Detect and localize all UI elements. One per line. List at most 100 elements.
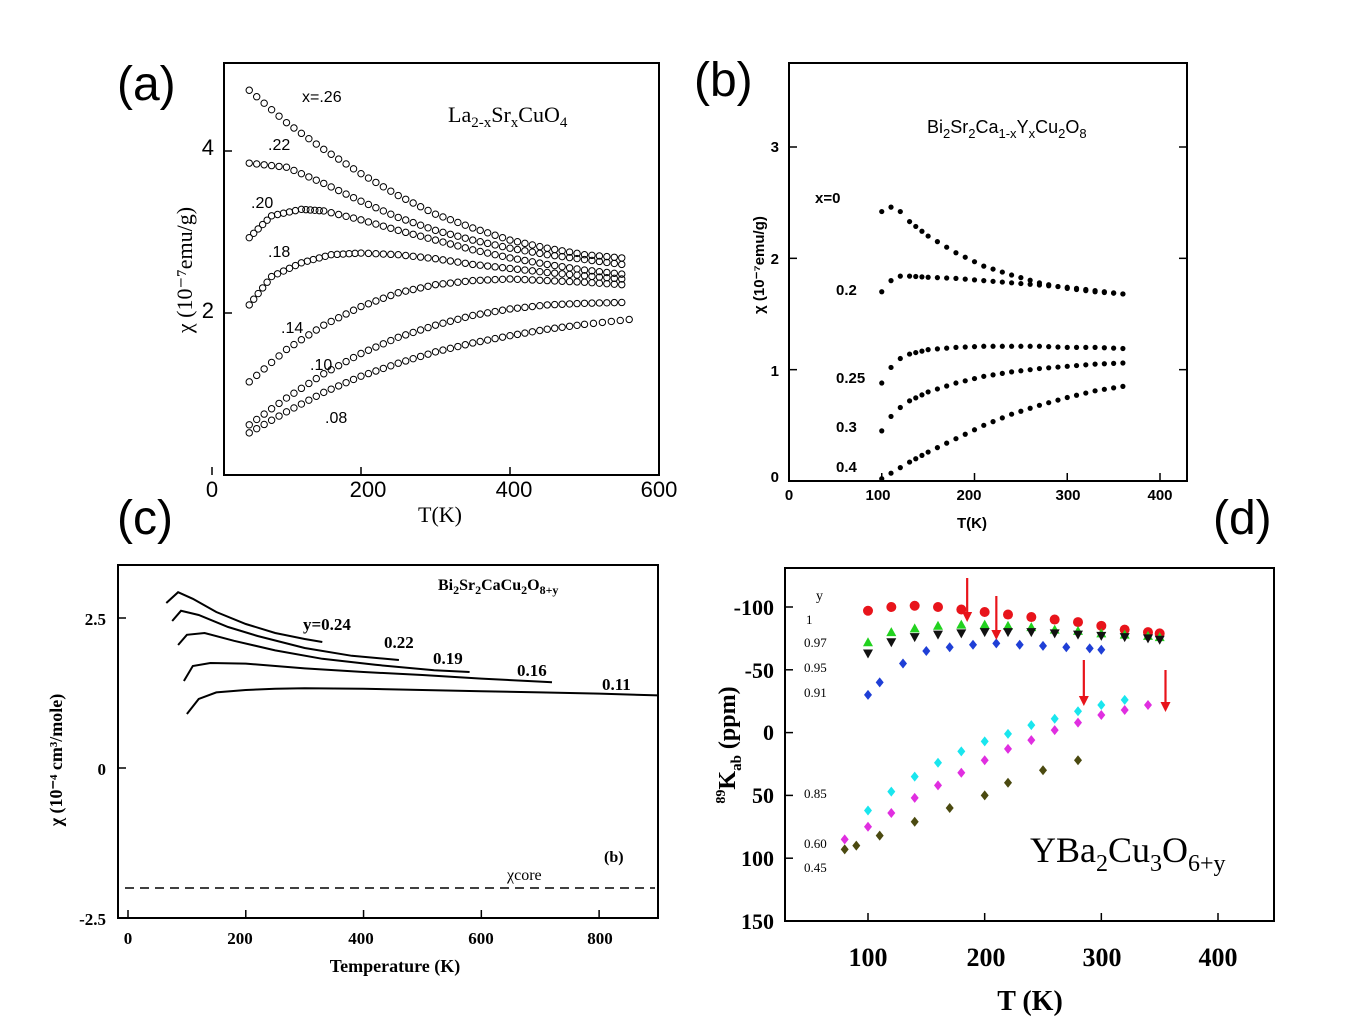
data-point-a <box>551 300 559 309</box>
data-point-d <box>957 767 966 778</box>
data-point-a <box>379 207 388 215</box>
series-label-c: 0.16 <box>517 661 547 680</box>
x-tick-label-b: 100 <box>865 487 890 504</box>
data-point-a <box>267 358 276 367</box>
data-point-d <box>864 805 872 816</box>
tick-marks-a <box>211 150 660 475</box>
data-point-d <box>980 790 989 801</box>
data-point-d <box>1062 642 1071 653</box>
x-tick-label-b: 0 <box>785 487 793 504</box>
data-point-b <box>1073 285 1080 291</box>
data-point-a <box>536 259 544 267</box>
data-point-b <box>1036 282 1043 288</box>
data-point-b <box>962 254 968 260</box>
data-point-a <box>588 279 596 287</box>
data-point-a <box>551 261 559 270</box>
data-point-a <box>351 249 359 258</box>
data-point-b <box>999 343 1005 349</box>
data-point-a <box>357 349 365 358</box>
data-point-a <box>506 264 514 273</box>
data-point-a <box>439 238 447 246</box>
data-point-a <box>424 323 432 332</box>
data-point-a <box>498 306 507 314</box>
data-point-d <box>840 834 849 845</box>
data-point-b <box>1018 368 1024 374</box>
y-tick-label-b: 0 <box>771 469 779 486</box>
data-point-a <box>334 361 343 370</box>
data-point-a <box>282 408 291 416</box>
arrow-head <box>1078 696 1089 706</box>
data-point-a <box>327 385 335 393</box>
series-label-a: .14 <box>281 320 303 337</box>
data-point-d <box>1003 609 1013 620</box>
data-point-d <box>1049 614 1060 625</box>
data-point-b <box>879 289 885 295</box>
data-point-a <box>469 311 477 320</box>
data-point-a <box>469 236 477 244</box>
data-point-d <box>922 646 931 656</box>
data-point-a <box>315 254 323 262</box>
data-point-a <box>357 169 365 178</box>
data-point-a <box>469 246 477 254</box>
data-point-a <box>580 320 589 329</box>
data-point-b <box>1120 345 1126 352</box>
series-label-c: 0.19 <box>433 649 463 668</box>
data-point-b <box>1083 286 1089 293</box>
data-point-a <box>297 169 306 178</box>
data-point-d <box>957 746 966 757</box>
data-point-d <box>864 689 872 700</box>
data-point-a <box>334 382 343 390</box>
data-point-b <box>906 218 913 225</box>
data-point-b <box>1036 343 1043 349</box>
data-point-b <box>962 344 968 350</box>
data-point-a <box>297 129 306 138</box>
data-point-a <box>424 254 432 262</box>
x-tick-label-c: 800 <box>587 929 613 948</box>
data-point-a <box>506 244 514 252</box>
data-point-a <box>498 252 507 260</box>
data-point-a <box>379 294 388 302</box>
data-point-a <box>476 261 484 269</box>
data-point-a <box>263 216 271 224</box>
data-point-b <box>919 392 925 398</box>
data-point-a <box>333 250 341 259</box>
data-point-a <box>260 410 268 418</box>
data-point-a <box>491 263 499 271</box>
data-point-a <box>595 252 604 260</box>
data-point-a <box>372 250 380 258</box>
data-point-a <box>258 220 267 229</box>
data-point-b <box>888 413 894 420</box>
data-point-a <box>551 277 559 285</box>
y-tick-label-c: -2.5 <box>79 910 106 929</box>
data-point-d <box>1027 720 1036 731</box>
data-point-a <box>431 226 440 235</box>
x-tick-label-c: 0 <box>124 929 133 948</box>
data-point-a <box>469 339 477 347</box>
y-tick-label-d: 50 <box>752 783 774 808</box>
y-tick-label-d: -50 <box>745 658 774 683</box>
series-label-a: x=.26 <box>302 89 342 106</box>
series-line-c <box>171 609 399 661</box>
data-point-a <box>610 274 618 283</box>
data-point-a <box>290 389 298 397</box>
data-point-a <box>290 340 298 349</box>
data-point-b <box>1064 344 1070 350</box>
y-axis-label-a: χ (10⁻⁷emu/g) <box>172 207 197 334</box>
data-point-a <box>320 321 328 329</box>
data-point-a <box>416 221 425 229</box>
data-point-a <box>416 232 425 240</box>
data-point-d <box>945 642 954 653</box>
data-point-a <box>446 230 455 238</box>
data-point-a <box>565 277 574 286</box>
data-point-a <box>320 179 328 188</box>
data-point-a <box>528 267 537 275</box>
series-label-b: 0.4 <box>836 459 858 476</box>
data-point-b <box>953 275 959 281</box>
data-point-b <box>888 278 894 284</box>
data-point-a <box>513 238 522 246</box>
data-point-d <box>979 619 990 629</box>
data-point-b <box>906 351 913 357</box>
data-point-b <box>1009 272 1015 278</box>
data-point-d <box>1004 777 1012 788</box>
